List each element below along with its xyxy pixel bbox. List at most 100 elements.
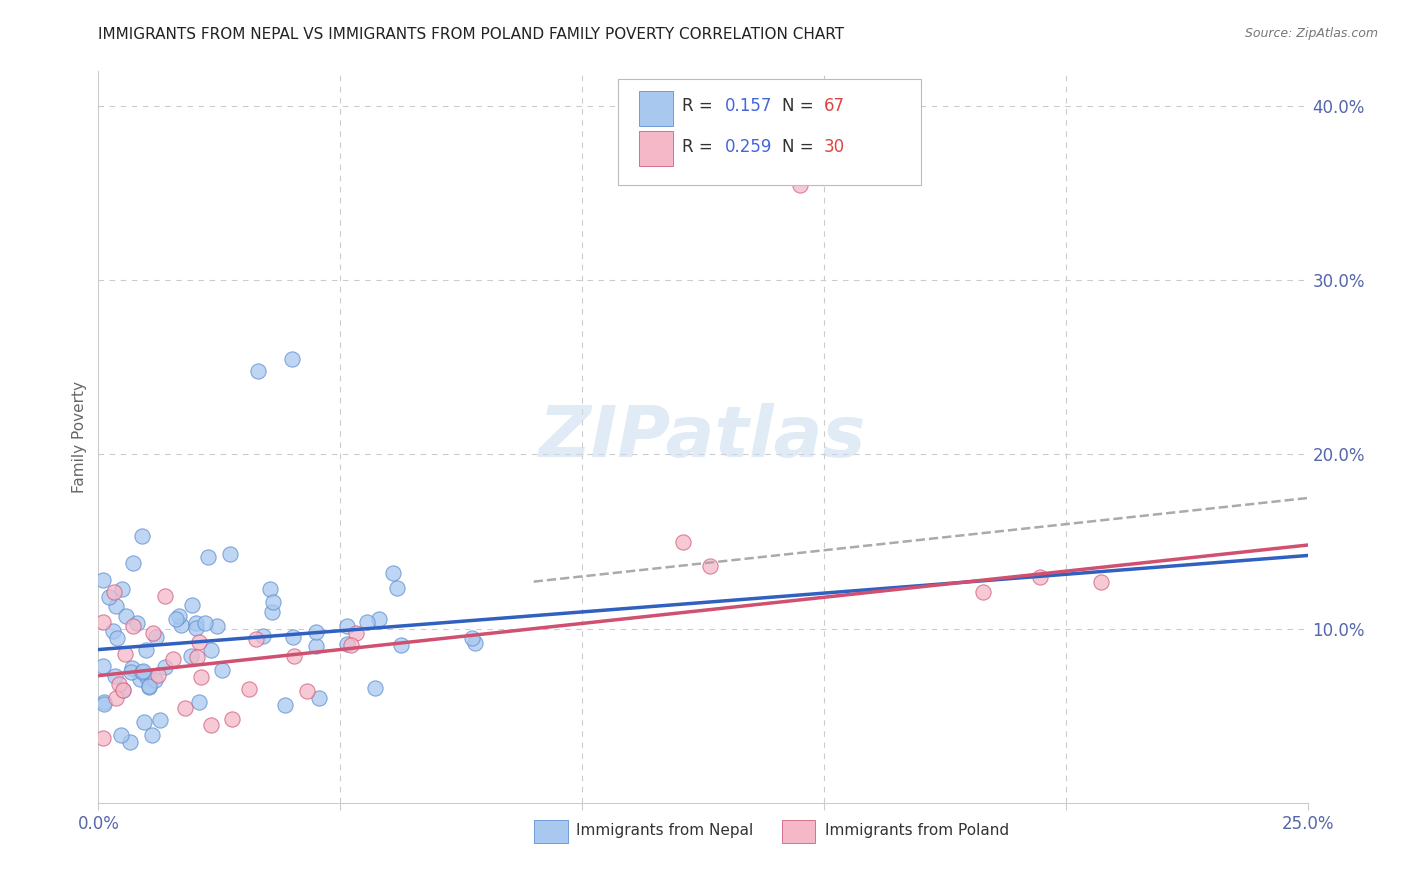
Point — [186, 615, 208, 630]
Point — [136, 670, 159, 684]
Point — [97, 591, 120, 605]
Point — [368, 612, 391, 626]
Point — [141, 728, 163, 742]
Point — [194, 616, 217, 631]
Text: ZIPatlas: ZIPatlas — [540, 402, 866, 472]
Point — [252, 629, 274, 643]
Point — [146, 668, 169, 682]
Point — [114, 609, 136, 624]
Point — [91, 615, 114, 629]
Point — [283, 648, 305, 663]
Point — [382, 566, 405, 581]
Point — [1090, 574, 1112, 589]
Point — [211, 663, 233, 677]
Point — [245, 632, 267, 646]
Text: 30: 30 — [824, 137, 845, 156]
Point — [308, 690, 330, 705]
Point — [789, 178, 811, 192]
Point — [131, 665, 153, 679]
Point — [112, 682, 135, 697]
Point — [389, 638, 412, 652]
Point — [174, 701, 197, 715]
Point — [112, 683, 135, 698]
Point — [153, 589, 176, 603]
Point — [336, 637, 359, 651]
Point — [356, 615, 378, 630]
Point — [1029, 570, 1052, 584]
Text: R =: R = — [682, 137, 718, 156]
Point — [143, 673, 166, 687]
Point — [91, 658, 114, 673]
Point — [153, 660, 176, 674]
Point — [180, 649, 202, 664]
Point — [121, 665, 143, 680]
Point — [190, 670, 212, 684]
Point — [145, 631, 167, 645]
Point — [134, 714, 156, 729]
Point — [672, 534, 695, 549]
Text: Immigrants from Nepal: Immigrants from Nepal — [576, 823, 754, 838]
Point — [464, 635, 486, 649]
Point — [281, 351, 304, 366]
Point — [129, 672, 152, 686]
Point — [125, 615, 148, 630]
Point — [104, 669, 127, 683]
Point — [122, 556, 145, 570]
Point — [103, 584, 125, 599]
Text: IMMIGRANTS FROM NEPAL VS IMMIGRANTS FROM POLAND FAMILY POVERTY CORRELATION CHART: IMMIGRANTS FROM NEPAL VS IMMIGRANTS FROM… — [98, 27, 845, 42]
Point — [104, 690, 127, 705]
Point — [186, 649, 208, 664]
Point — [188, 695, 211, 709]
Point — [104, 599, 127, 613]
Point — [205, 619, 228, 633]
Point — [259, 582, 281, 596]
Point — [197, 550, 219, 565]
Text: 0.157: 0.157 — [724, 97, 772, 115]
FancyBboxPatch shape — [534, 820, 568, 843]
FancyBboxPatch shape — [638, 131, 673, 167]
Text: N =: N = — [782, 137, 818, 156]
Point — [221, 712, 243, 726]
Point — [131, 529, 153, 543]
Point — [114, 647, 136, 661]
FancyBboxPatch shape — [782, 820, 815, 843]
Point — [180, 599, 202, 613]
Point — [149, 713, 172, 727]
Point — [122, 619, 145, 633]
Point — [219, 547, 242, 561]
Point — [200, 643, 222, 657]
Point — [262, 595, 284, 609]
Point — [165, 612, 187, 626]
Point — [142, 626, 165, 640]
FancyBboxPatch shape — [619, 78, 921, 185]
Point — [107, 631, 129, 645]
Point — [247, 364, 270, 378]
Point — [281, 630, 304, 644]
Point — [344, 625, 367, 640]
Point — [385, 581, 408, 595]
Text: R =: R = — [682, 97, 718, 115]
Y-axis label: Family Poverty: Family Poverty — [72, 381, 87, 493]
Point — [304, 624, 326, 639]
Point — [110, 728, 132, 742]
Point — [200, 718, 222, 732]
Point — [93, 697, 115, 711]
Point — [188, 634, 211, 648]
Point — [305, 639, 328, 653]
Point — [364, 681, 387, 695]
Point — [91, 731, 114, 745]
Point — [184, 621, 207, 635]
FancyBboxPatch shape — [638, 91, 673, 126]
Point — [132, 664, 155, 678]
Point — [138, 680, 160, 694]
Point — [134, 642, 156, 657]
Point — [336, 619, 359, 633]
Point — [262, 605, 284, 619]
Point — [339, 638, 361, 652]
Point — [461, 631, 484, 645]
Point — [295, 683, 318, 698]
Point — [972, 585, 994, 599]
Point — [93, 573, 115, 587]
Point — [101, 624, 124, 638]
Point — [699, 558, 721, 573]
